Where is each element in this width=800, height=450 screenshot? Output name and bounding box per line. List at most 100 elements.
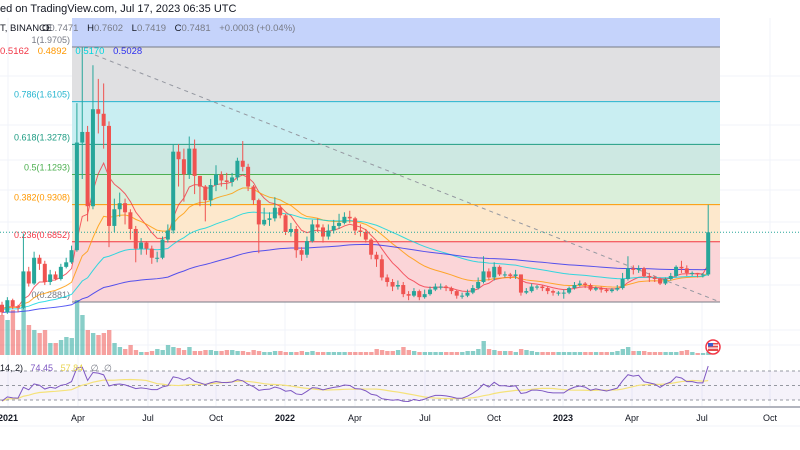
candle-body (625, 268, 630, 279)
candle-body (486, 271, 491, 278)
candle-body (561, 292, 566, 294)
volume-bar (246, 352, 251, 355)
time-axis[interactable]: 2021 Apr Jul Oct 2022 Apr Jul Oct 2023 Apr Jul Oct (0, 413, 777, 423)
candle-body (0, 304, 4, 313)
volume-bar (374, 349, 379, 355)
rsi-lines (1, 365, 709, 403)
fib-retracement[interactable]: 1(1.9705) 0.786(1.6105) 0.618(1.3278) 0.5(1… (14, 18, 720, 303)
candle-body (556, 292, 561, 294)
candle (695, 272, 700, 278)
volume-bar (315, 352, 321, 355)
candle-body (518, 274, 523, 293)
candle-body (155, 257, 160, 259)
volume-bar (267, 352, 272, 355)
candle (337, 213, 342, 229)
candle (631, 265, 636, 275)
candle (235, 157, 240, 181)
candle (492, 262, 497, 281)
volume-bar (80, 315, 85, 355)
volume-bar (668, 352, 674, 355)
candle-body (117, 203, 122, 210)
candle (620, 272, 625, 290)
candle-body (374, 254, 379, 260)
candle-body (48, 274, 53, 283)
volume-bar (10, 310, 16, 355)
time-axis-label: 2023 (553, 413, 573, 423)
candle (502, 271, 507, 278)
volume-bar (379, 350, 385, 355)
volume-bar (37, 333, 42, 355)
candle (508, 272, 513, 279)
volume-bar (524, 350, 529, 355)
volume-bar (123, 349, 128, 355)
time-axis-label: Oct (487, 413, 502, 423)
us-flag-icon[interactable] (705, 339, 721, 355)
candle (123, 198, 128, 225)
fib-band (72, 46, 720, 102)
candle-body (679, 266, 684, 269)
candle (272, 197, 277, 222)
candle-body (321, 227, 325, 237)
candle-body (369, 239, 374, 255)
candle-body (208, 185, 213, 201)
candle-body (251, 186, 256, 201)
candle (278, 204, 283, 219)
candle-body (684, 268, 689, 273)
volume-bar (32, 330, 37, 355)
candle (481, 256, 486, 284)
candle (197, 175, 202, 207)
volume-bar (326, 352, 331, 355)
candle (246, 163, 251, 192)
candle-body (331, 225, 336, 231)
rsi-pane (0, 365, 800, 403)
candle (668, 272, 673, 281)
candle (240, 141, 245, 172)
published-caption: ed on TradingView.com, Jul 17, 2023 06:3… (0, 3, 236, 15)
candle (90, 65, 95, 210)
candle-body (395, 285, 400, 287)
candle-body (631, 268, 636, 270)
candle-body (149, 248, 154, 258)
candle-body (540, 286, 545, 289)
volume-bar (208, 350, 214, 355)
fib-level-label: 0.786(1.6105) (14, 90, 70, 100)
candle (214, 165, 218, 192)
volume-bar (406, 350, 411, 355)
svg-text:T, BINANCE O0.7471: T, BINANCE O0.7471 H0.7602 L0.7419 C0.74… (0, 23, 295, 34)
candle-body (551, 291, 556, 293)
volume-bar (658, 352, 663, 355)
fib-band (72, 174, 720, 205)
candle (486, 268, 491, 281)
candle (406, 291, 411, 301)
candle-body (26, 271, 31, 284)
volume-bar (26, 325, 32, 355)
volume-bar (304, 352, 310, 355)
candle (411, 288, 416, 298)
time-axis-label: Oct (763, 413, 778, 423)
candle (299, 247, 304, 261)
candle-body (599, 288, 604, 290)
rsi-legend: 14, 2) 74.45 57.84 ∅ ∅ (0, 363, 112, 373)
volume-bar (203, 350, 208, 355)
candle (524, 288, 529, 295)
candle (428, 286, 432, 296)
candle-body (326, 230, 331, 237)
candle-body (144, 242, 149, 249)
candle (395, 280, 400, 290)
candle (85, 125, 90, 222)
open-value: 0.7471 (49, 23, 78, 34)
candle-body (133, 228, 138, 249)
candle (363, 228, 368, 243)
time-axis-label: Jul (419, 413, 431, 423)
candle-body (224, 180, 229, 182)
volume-bar (262, 352, 267, 355)
volume-bar (85, 330, 90, 355)
trend-line[interactable] (94, 54, 721, 303)
candle-body (401, 285, 406, 295)
candle-body (513, 274, 518, 276)
candle (444, 285, 449, 292)
fib-band (72, 204, 720, 242)
volume-bar (369, 352, 374, 355)
candle (219, 171, 224, 187)
